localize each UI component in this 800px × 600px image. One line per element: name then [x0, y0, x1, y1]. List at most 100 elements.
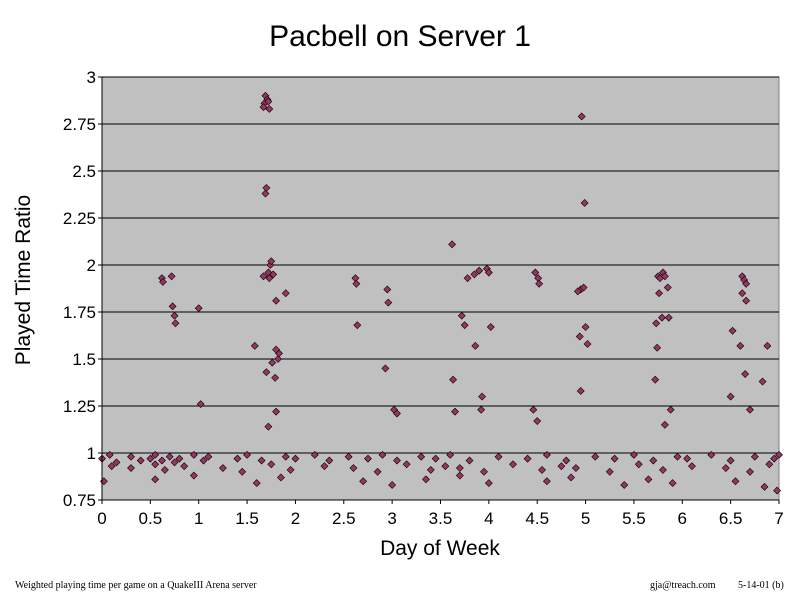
data-point	[384, 298, 393, 307]
data-point	[402, 460, 411, 469]
x-tick-label: 4.5	[525, 509, 549, 528]
data-point	[136, 456, 145, 465]
data-point	[218, 464, 227, 472]
data-point	[750, 452, 759, 461]
data-point	[165, 452, 174, 461]
data-point	[274, 355, 282, 363]
data-point	[107, 462, 116, 471]
data-point	[180, 462, 189, 471]
data-point	[151, 475, 160, 484]
data-point	[765, 460, 774, 469]
data-point	[605, 467, 614, 476]
data-point	[257, 456, 266, 465]
data-point	[728, 326, 737, 335]
data-point	[567, 473, 575, 482]
data-point	[655, 289, 663, 298]
data-point	[742, 296, 751, 305]
footer-date: 5-14-01 (b)	[738, 580, 784, 591]
data-point	[378, 450, 387, 459]
data-point	[760, 482, 769, 491]
data-point	[151, 450, 160, 459]
x-tick-label: 4	[484, 509, 493, 528]
data-point	[758, 377, 767, 386]
y-tick-label: 3	[87, 68, 96, 87]
data-point	[449, 375, 457, 384]
data-point	[571, 464, 580, 472]
data-point	[630, 450, 638, 459]
x-tick-label: 5	[581, 509, 590, 528]
data-point	[463, 274, 472, 283]
data-point	[562, 456, 571, 465]
data-point	[291, 454, 300, 463]
data-point	[448, 240, 457, 249]
data-point	[581, 323, 590, 331]
data-point	[721, 464, 730, 472]
footer-email: gja@treach.com	[650, 580, 716, 591]
y-tick-label: 1	[87, 444, 96, 463]
data-point	[542, 450, 551, 459]
data-point	[557, 462, 566, 471]
data-point	[610, 454, 619, 463]
y-tick-labels: 0.75 1 1.25 1.5 1.75 2 2.25 2.5 2.75 3	[63, 68, 102, 510]
data-point	[460, 321, 469, 330]
data-point	[267, 257, 276, 266]
x-tick-label: 7	[774, 509, 783, 528]
x-tick-label: 0.5	[139, 509, 163, 528]
data-point	[320, 462, 329, 471]
data-point	[644, 475, 653, 484]
data-point	[272, 345, 281, 354]
data-point	[478, 392, 487, 401]
data-point	[509, 460, 517, 469]
data-point	[276, 473, 285, 482]
data-point	[746, 467, 754, 476]
data-point	[688, 462, 696, 471]
x-tick-label: 1.5	[235, 509, 259, 528]
data-point	[359, 477, 368, 486]
data-point	[575, 332, 584, 341]
data-point	[353, 321, 362, 330]
data-point	[268, 358, 277, 367]
data-point	[105, 450, 114, 459]
data-point	[666, 405, 675, 414]
data-point	[770, 454, 779, 463]
data-point	[531, 268, 540, 277]
data-point	[660, 272, 669, 281]
data-point	[344, 452, 353, 461]
data-point	[264, 422, 273, 431]
y-tick-label: 1.25	[63, 397, 96, 416]
data-point	[194, 304, 203, 313]
data-point	[742, 279, 751, 288]
data-point	[579, 283, 588, 292]
data-point	[168, 302, 177, 311]
data-point	[660, 420, 669, 429]
data-point	[649, 456, 658, 465]
data-point	[171, 319, 180, 328]
data-point	[741, 370, 750, 378]
data-point	[158, 456, 166, 465]
data-point	[446, 450, 455, 459]
y-tick-label: 1.75	[63, 303, 96, 322]
data-point	[265, 105, 274, 113]
x-tick-label: 6.5	[719, 509, 743, 528]
data-point	[167, 272, 176, 281]
data-point	[175, 454, 184, 463]
data-point	[736, 341, 745, 350]
data-point	[583, 340, 592, 348]
data-point	[259, 272, 268, 281]
data-point	[238, 467, 247, 476]
data-point	[352, 279, 361, 288]
y-axis-label: Played Time Ratio	[12, 195, 35, 365]
data-point	[259, 103, 268, 112]
data-point	[388, 481, 397, 489]
data-point	[484, 479, 493, 488]
data-point	[494, 452, 503, 461]
y-tick-label: 2	[87, 256, 96, 275]
data-point	[417, 452, 426, 461]
data-point	[653, 343, 662, 352]
data-point	[659, 465, 667, 474]
data-point	[159, 277, 167, 286]
data-point	[591, 452, 600, 461]
data-point	[349, 464, 358, 472]
y-tick-label: 2.75	[63, 115, 96, 134]
data-point	[146, 454, 155, 463]
